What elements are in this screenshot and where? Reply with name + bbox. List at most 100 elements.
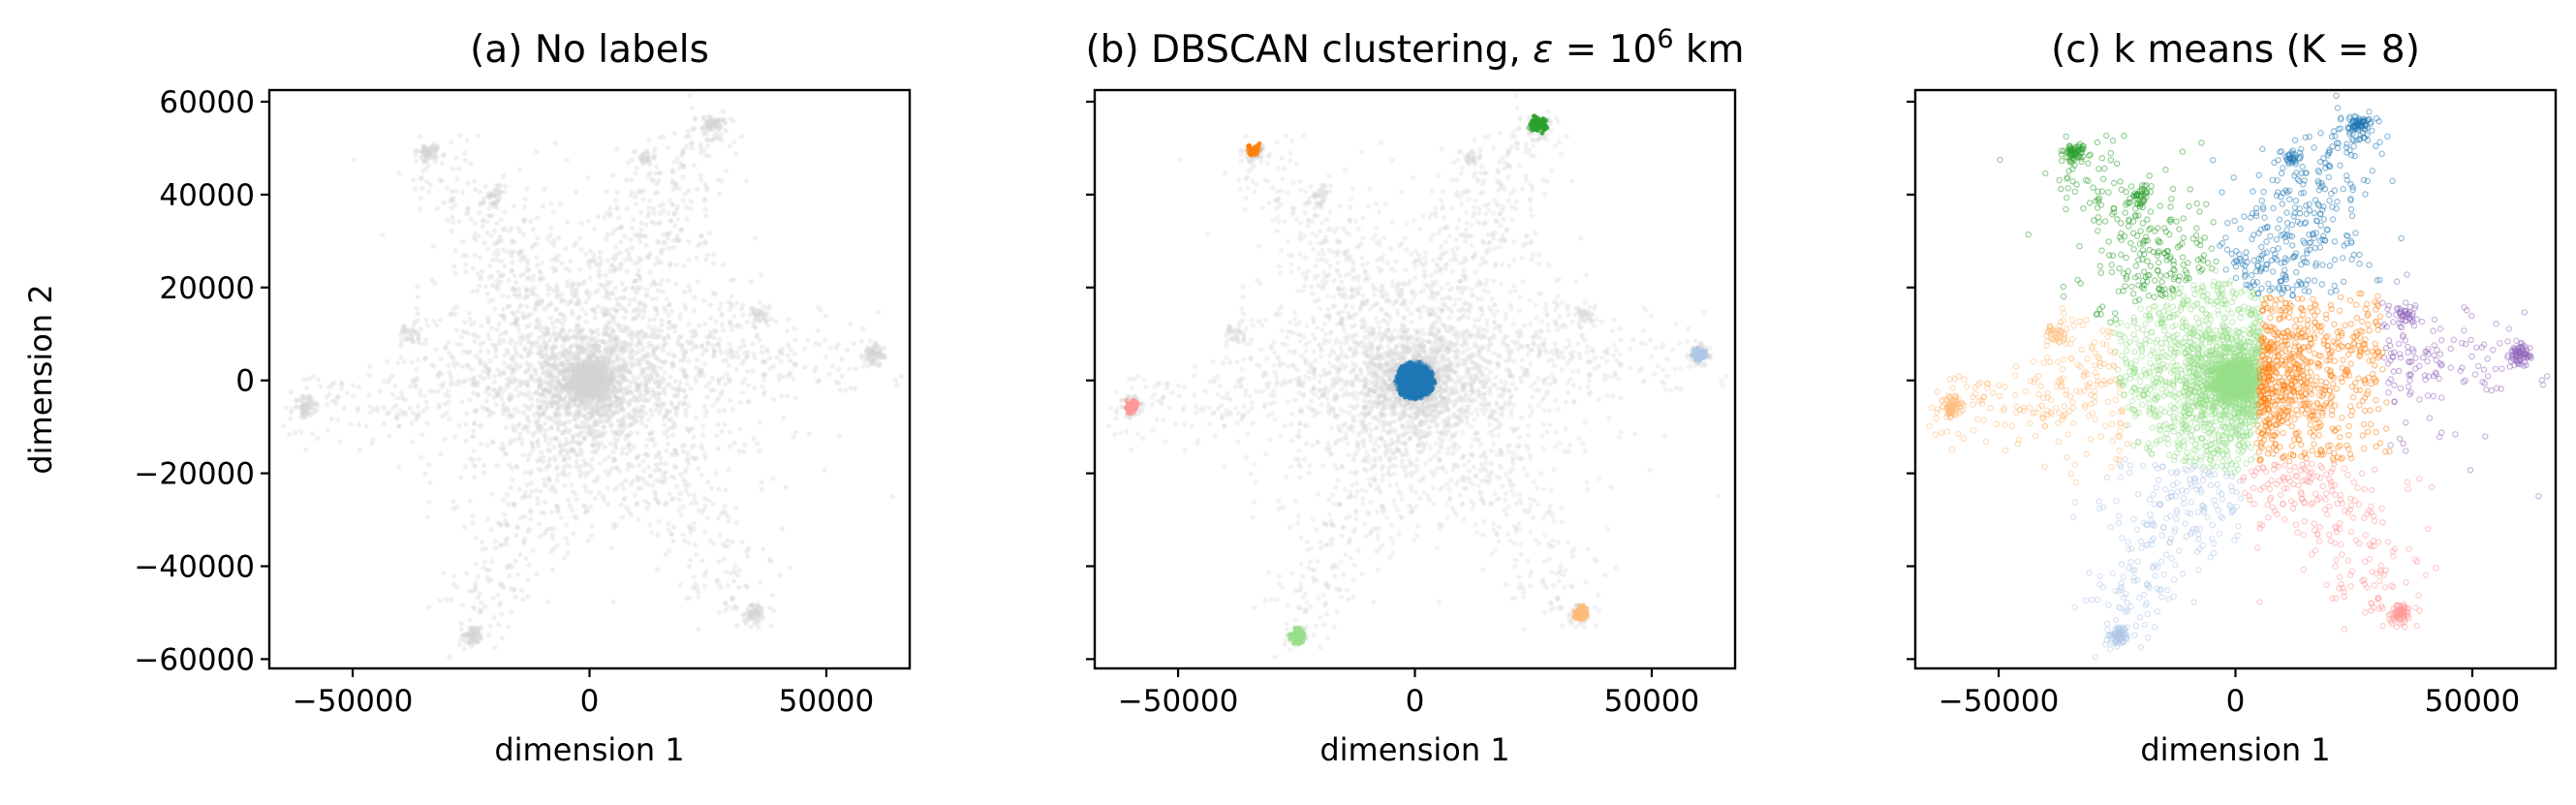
data-point <box>701 196 708 201</box>
data-point <box>666 313 671 319</box>
data-point <box>593 372 599 378</box>
data-point <box>662 429 667 435</box>
data-point <box>722 607 729 613</box>
data-point <box>726 362 731 368</box>
data-point <box>572 382 578 387</box>
data-point <box>561 421 568 428</box>
data-point <box>504 347 510 353</box>
data-point <box>563 377 569 383</box>
data-point <box>592 381 598 387</box>
data-point <box>601 357 606 363</box>
data-point <box>716 377 722 383</box>
data-point <box>658 260 664 265</box>
data-point <box>578 368 584 374</box>
data-point <box>595 359 601 365</box>
data-point <box>717 346 723 352</box>
data-point <box>691 434 698 440</box>
data-point <box>612 430 619 436</box>
data-point <box>589 392 595 398</box>
data-point <box>600 377 605 383</box>
data-point <box>580 360 586 366</box>
data-point <box>593 376 600 382</box>
data-point <box>835 367 841 373</box>
data-point <box>724 371 729 377</box>
data-point <box>593 387 599 393</box>
data-point <box>591 365 597 371</box>
data-point <box>617 469 623 475</box>
data-point <box>781 416 787 421</box>
data-point <box>702 583 708 589</box>
data-point <box>597 398 603 404</box>
data-point <box>768 623 774 629</box>
data-point <box>610 365 616 371</box>
data-point <box>650 375 656 381</box>
data-point <box>730 118 736 124</box>
data-point <box>542 186 547 192</box>
data-point <box>578 380 584 387</box>
data-point <box>677 497 683 503</box>
data-point <box>503 329 509 335</box>
data-point <box>505 364 511 370</box>
data-point <box>593 362 599 368</box>
data-point <box>687 427 693 433</box>
data-point <box>591 363 597 369</box>
data-point <box>575 377 581 383</box>
data-point <box>426 462 432 468</box>
data-point <box>599 371 605 377</box>
data-point <box>351 393 357 399</box>
data-point <box>617 423 624 429</box>
data-point <box>585 388 591 394</box>
data-point <box>448 374 454 380</box>
data-point <box>609 380 615 386</box>
data-point <box>512 376 517 382</box>
data-point <box>588 366 594 372</box>
data-point <box>553 412 560 418</box>
data-point <box>587 375 594 382</box>
data-point <box>525 354 531 359</box>
data-point <box>582 381 588 387</box>
data-point <box>387 433 392 439</box>
data-point <box>500 313 507 319</box>
data-point <box>684 216 690 223</box>
data-point <box>591 376 597 382</box>
data-point <box>580 382 586 387</box>
data-point <box>574 336 579 342</box>
data-point <box>577 393 583 399</box>
data-point <box>522 489 528 495</box>
data-point <box>569 508 575 513</box>
data-point <box>545 600 551 605</box>
data-point <box>596 361 603 367</box>
data-point <box>511 286 516 292</box>
data-point <box>571 377 576 383</box>
data-point <box>586 405 593 411</box>
data-point <box>471 631 477 636</box>
data-point <box>710 402 716 409</box>
data-point <box>788 565 793 571</box>
data-point <box>627 384 634 389</box>
data-point <box>575 364 581 370</box>
data-point <box>636 386 642 391</box>
data-point <box>597 370 603 377</box>
data-point <box>571 385 576 390</box>
data-point <box>594 363 600 370</box>
data-point <box>576 381 582 387</box>
data-point <box>647 376 654 382</box>
data-point <box>605 501 611 507</box>
data-point <box>583 319 589 325</box>
data-point <box>544 405 550 411</box>
data-point <box>577 392 583 398</box>
data-point <box>545 355 551 360</box>
data-point <box>586 365 592 371</box>
data-point <box>617 432 623 438</box>
data-point <box>525 457 531 463</box>
data-point <box>629 349 635 355</box>
data-point <box>651 354 657 359</box>
data-point <box>667 382 673 387</box>
data-point <box>572 371 577 377</box>
data-point <box>724 357 729 363</box>
data-point <box>614 368 620 374</box>
data-point <box>689 454 695 460</box>
data-point <box>576 382 582 387</box>
data-point <box>597 249 604 256</box>
data-point <box>764 349 771 355</box>
